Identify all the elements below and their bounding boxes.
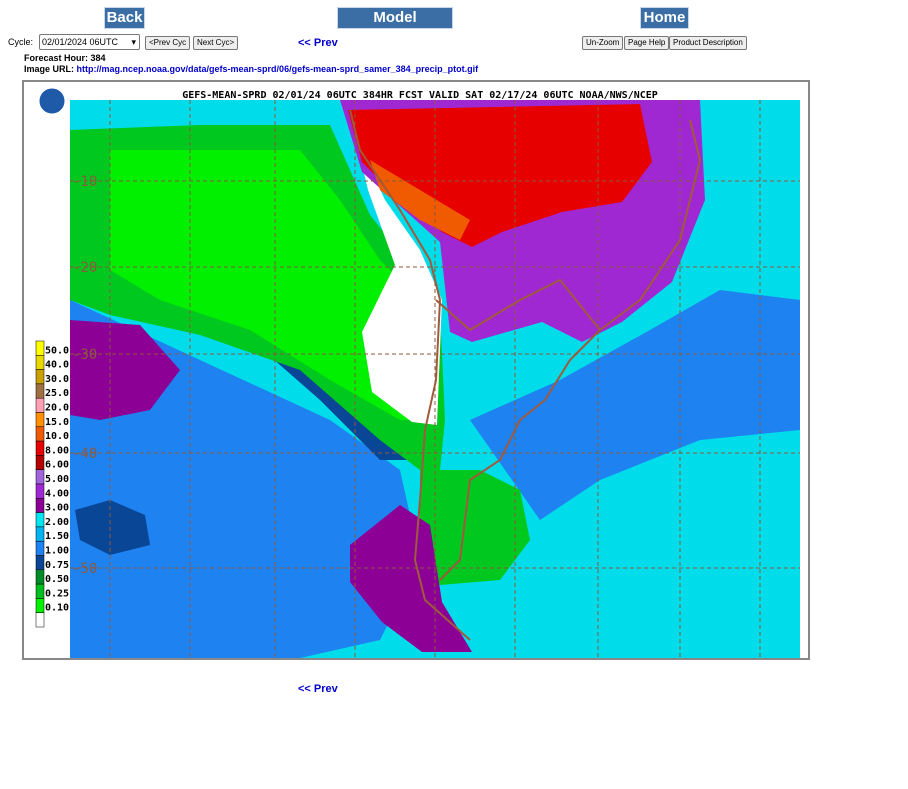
legend-label: 3.00 [45, 503, 69, 514]
legend-swatch [35, 498, 45, 513]
lat-label: -30 [72, 347, 97, 363]
precip-area [370, 160, 470, 240]
lat-label: -40 [72, 446, 97, 462]
legend-swatch [35, 426, 45, 442]
unzoom-button[interactable]: Un-Zoom [582, 36, 624, 50]
legend-swatch [35, 612, 45, 628]
map-title: GEFS-MEAN-SPRD 02/01/24 06UTC 384HR FCST… [182, 90, 658, 101]
image-url-link[interactable]: http://mag.ncep.noaa.gov/data/gefs-mean-… [76, 64, 479, 74]
noaa-logo [36, 85, 68, 117]
legend-swatch [35, 369, 45, 385]
prev-cycle-button[interactable]: <Prev Cyc [145, 36, 191, 50]
lat-label: -50 [72, 561, 97, 577]
dropdown-arrow: ▾ [131, 37, 136, 47]
map-image[interactable]: GEFS-MEAN-SPRD 02/01/24 06UTC 384HR FCST… [0, 0, 908, 700]
legend-swatch [35, 397, 45, 413]
precip-area [70, 320, 180, 420]
legend-swatch [35, 412, 45, 428]
precip-area [470, 290, 800, 520]
precip-area [75, 500, 150, 555]
legend-swatch [35, 540, 45, 556]
legend-swatch [35, 483, 45, 499]
page-help-button[interactable]: Page Help [624, 36, 670, 50]
legend-label: 2.00 [45, 517, 69, 528]
legend-label: 4.00 [45, 488, 69, 499]
map-overlay: -10 -20 -30 -40 -50 50.0 40.0 30.0 25.0 20.0 15.0 1… [35, 100, 800, 658]
precip-area [110, 150, 430, 420]
legend-swatch [35, 583, 45, 599]
prev-link[interactable]: << Prev [298, 37, 338, 49]
legend-label: 1.50 [45, 531, 69, 542]
legend-swatch [35, 469, 45, 485]
lat-label: -20 [72, 260, 97, 276]
product-description-button[interactable]: Product Description [669, 36, 747, 50]
cycle-value: 02/01/2024 06UTC [42, 37, 119, 47]
legend-swatch [35, 512, 45, 528]
model-guidance-button[interactable]: Model Guidance [337, 7, 453, 46]
home-button[interactable]: Home [640, 7, 689, 29]
legend-label: 10.0 [45, 431, 69, 442]
prev-link-bottom[interactable]: << Prev [298, 683, 338, 695]
forecast-hour: Forecast Hour: 384 [24, 53, 106, 63]
legend-swatch [35, 569, 45, 585]
legend-swatch [35, 383, 45, 399]
legend-label: 50.0 [45, 345, 69, 356]
precip-area [355, 135, 442, 425]
legend-swatch [35, 355, 45, 370]
lat-label: -10 [72, 174, 97, 190]
legend-label: 0.75 [45, 560, 69, 571]
cycle-select[interactable]: 02/01/2024 06UTC ▾ [39, 34, 140, 50]
legend-label: 30.0 [45, 374, 69, 385]
legend-label: 0.50 [45, 574, 69, 585]
legend-swatch [35, 555, 45, 571]
back-button[interactable]: Back [104, 7, 145, 29]
legend-swatch [35, 526, 45, 542]
legend-label: 5.00 [45, 474, 69, 485]
legend-swatch [35, 455, 45, 470]
image-url-label: Image URL: [24, 64, 75, 74]
legend-label: 0.25 [45, 588, 69, 599]
legend-label: 25.0 [45, 388, 69, 399]
image-url: Image URL: http://mag.ncep.noaa.gov/data… [24, 64, 478, 74]
legend-label: 0.10 [45, 603, 69, 614]
legend-swatch [35, 440, 45, 456]
cycle-label: Cycle: [8, 37, 34, 47]
legend-label: 1.00 [45, 546, 69, 557]
legend-swatch [35, 598, 45, 613]
legend-label: 40.0 [45, 360, 69, 371]
next-cycle-button[interactable]: Next Cyc> [193, 36, 239, 50]
legend-label: 6.00 [45, 460, 69, 471]
legend-label: 20.0 [45, 403, 69, 414]
legend-swatch [35, 340, 45, 356]
legend-label: 8.00 [45, 445, 69, 456]
legend-label: 15.0 [45, 417, 69, 428]
